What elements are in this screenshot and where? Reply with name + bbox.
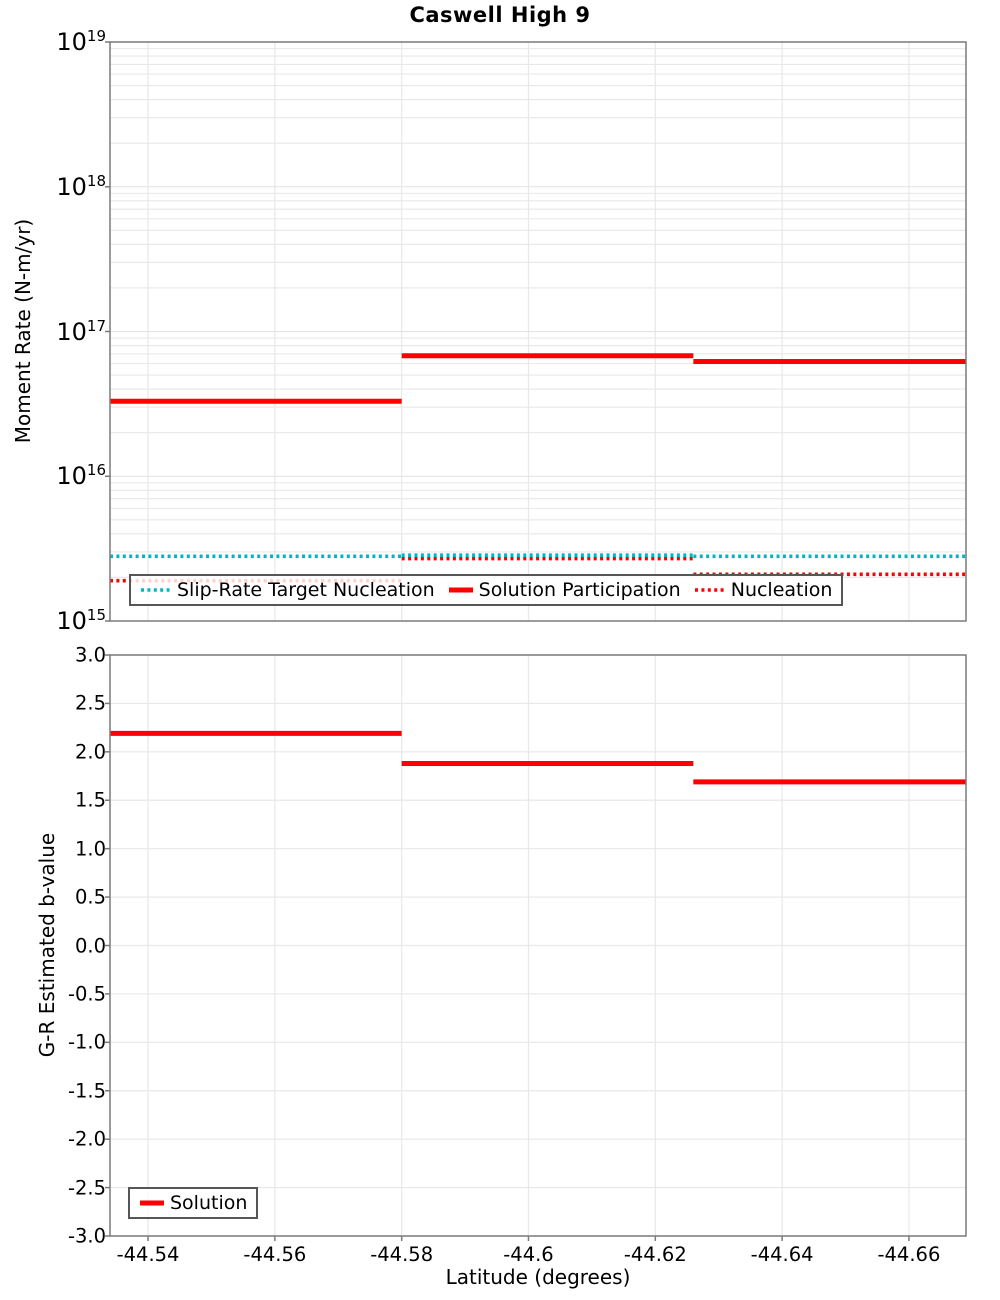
x-tick-label: -44.58 [370,1243,434,1266]
x-tick-label: -44.6 [503,1243,554,1266]
y-tick-label-bottom-panel: -2.5 [67,1176,106,1200]
y-tick-label-top-panel: 1015 [56,606,106,635]
y-tick-label-bottom-panel: 3.0 [74,643,106,667]
y-tick-label-bottom-panel: 0.5 [74,885,106,909]
x-axis-label: Latitude (degrees) [445,1265,631,1289]
legend-item-nucleation: Nucleation [694,579,833,601]
y-tick-label-top-panel: 1018 [56,171,106,201]
chart-title: Caswell High 9 [409,3,591,27]
solid-red-line-swatch-icon [140,1200,164,1206]
x-tick-label: -44.66 [877,1243,941,1266]
y-axis-label-b-value: G-R Estimated b-value [35,832,59,1058]
y-tick-label-bottom-panel: 1.5 [74,788,106,812]
bottom-panel-border [109,654,967,1237]
legend-label: Solution Participation [478,579,681,601]
y-tick-label-top-panel: 1019 [56,27,106,56]
y-tick-label-bottom-panel: -0.5 [67,982,106,1006]
solid-red-line-swatch-icon [448,587,473,593]
dotted-red-line-swatch-icon [694,588,725,592]
x-tick-label: -44.56 [243,1243,307,1266]
y-tick-label-bottom-panel: 1.0 [74,837,106,861]
y-tick-label-bottom-panel: 2.0 [74,740,106,764]
legend-item-slip-rate-target-nucleation: Slip-Rate Target Nucleation [140,579,435,601]
y-tick-label-bottom-panel: 0.0 [74,934,106,957]
legend-top-panel: Slip-Rate Target Nucleation Solution Par… [129,574,844,606]
legend-bottom-panel: Solution [128,1187,259,1219]
x-tick-label: -44.64 [750,1243,814,1266]
y-tick-label-bottom-panel: -2.0 [67,1127,106,1151]
y-tick-label-bottom-panel: -1.0 [67,1030,106,1054]
y-tick-label-top-panel: 1017 [56,316,106,346]
legend-label: Solution [170,1192,248,1214]
legend-item-solution-participation: Solution Participation [448,579,681,601]
y-tick-label-bottom-panel: -1.5 [67,1079,106,1103]
dotted-teal-line-swatch-icon [141,588,171,592]
y-axis-label-moment-rate: Moment Rate (N-m/yr) [11,218,35,444]
legend-item-solution: Solution [139,1192,247,1214]
top-panel-border [109,41,967,622]
legend-label: Nucleation [730,579,833,601]
y-tick-label-bottom-panel: 2.5 [74,691,106,715]
y-tick-label-top-panel: 1016 [56,461,106,491]
y-tick-label-bottom-panel: -3.0 [67,1224,106,1248]
x-tick-label: -44.62 [623,1243,687,1266]
x-tick-label: -44.54 [116,1243,180,1266]
legend-label: Slip-Rate Target Nucleation [177,579,435,601]
